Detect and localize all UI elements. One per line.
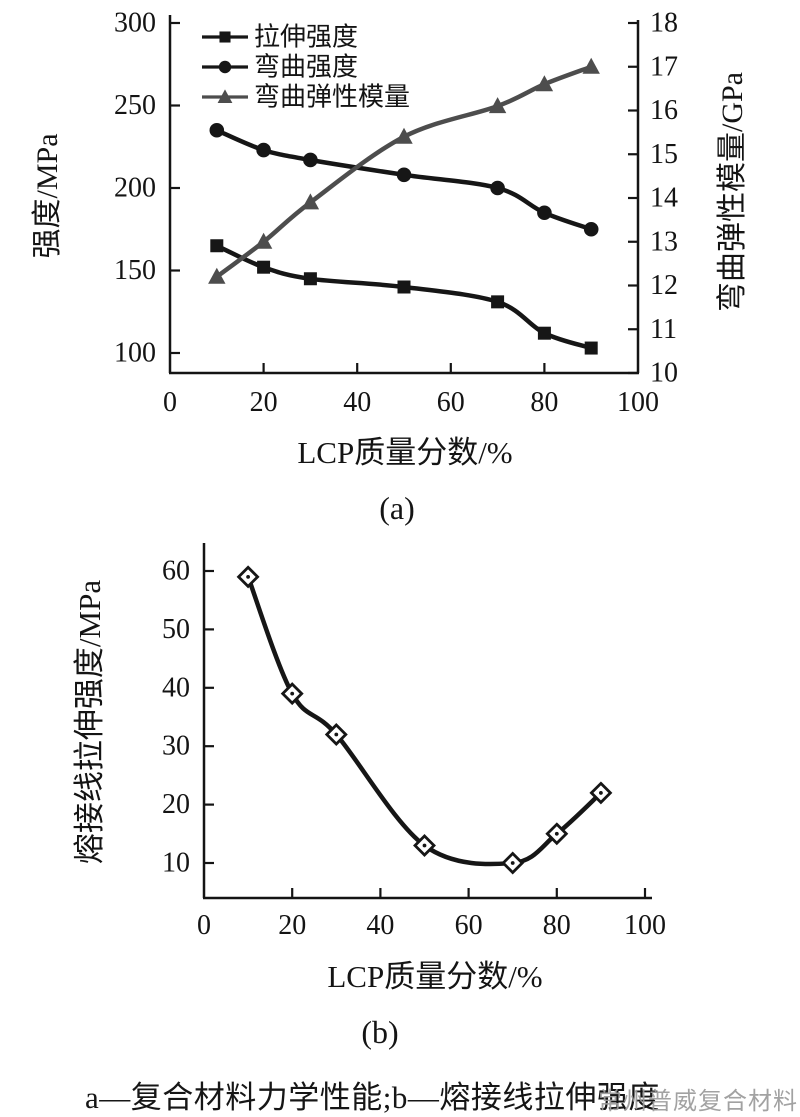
chart-b-axes: 10 20 30 40 50 60 0 20 40 60 80 100 [162, 543, 666, 941]
a-ylabel-left: 强度/MPa [31, 133, 64, 258]
square-marker [303, 272, 317, 286]
circle-marker [209, 122, 225, 138]
a-panel-label: (a) [379, 490, 415, 526]
b-x-tick-label: 60 [455, 910, 483, 941]
b-x-tick-label: 20 [278, 910, 306, 941]
chart-a-series-0 [210, 239, 598, 355]
a-right-tick-label: 18 [650, 8, 678, 39]
a-x-tick-label: 100 [617, 387, 659, 418]
b-y-tick-label: 20 [162, 789, 190, 820]
b-x-tick-label: 100 [624, 910, 666, 941]
triangle-marker [301, 193, 320, 210]
legend-label: 弯曲弹性模量 [254, 83, 410, 112]
b-y-tick-label: 50 [162, 614, 190, 645]
a-ylabel-right: 弯曲弹性模量/GPa [716, 72, 749, 312]
chart-b: 10 20 30 40 50 60 0 20 40 60 80 100 熔接线拉伸强度/MPa LCP质量… [72, 543, 666, 1050]
a-right-tick-label: 15 [650, 139, 678, 170]
a-right-tick-label: 11 [650, 314, 677, 345]
b-ylabel: 熔接线拉伸强度/MPa [72, 580, 107, 864]
chart-a-series-2 [208, 57, 600, 284]
diamond-marker-dot [290, 691, 295, 696]
circle-marker [537, 205, 552, 221]
a-x-tick-label: 0 [163, 387, 177, 418]
square-marker [210, 239, 224, 253]
chart-b-series [236, 565, 613, 875]
circle-marker [583, 221, 599, 237]
circle-marker [490, 180, 505, 196]
a-right-tick-label: 12 [650, 270, 678, 301]
watermark: 常州普威复合材料 [598, 1089, 798, 1115]
a-left-tick-label: 300 [114, 8, 156, 39]
a-right-tick-label: 13 [650, 226, 678, 257]
diamond-marker-dot [246, 574, 251, 579]
a-right-tick-label: 17 [650, 51, 678, 82]
square-marker [397, 280, 411, 294]
legend-item-0: 拉伸强度 [202, 23, 358, 52]
a-left-tick-label: 250 [114, 90, 156, 121]
square-marker [584, 341, 598, 355]
circle-marker [303, 152, 318, 168]
triangle-marker [395, 127, 413, 144]
b-xlabel: LCP质量分数/% [327, 959, 542, 994]
square-marker [257, 260, 271, 274]
triangle-marker [488, 97, 507, 114]
a-left-tick-label: 100 [114, 338, 156, 369]
triangle-marker [582, 57, 600, 74]
chart-a-axes: 100 150 200 250 300 10 11 12 13 14 15 16 17 18 0 20 40 60… [114, 8, 678, 419]
legend-label: 弯曲强度 [254, 53, 358, 82]
square-marker [491, 295, 505, 309]
a-x-tick-label: 80 [530, 387, 558, 418]
legend-item-2: 弯曲弹性模量 [202, 83, 410, 112]
circle-marker [396, 167, 412, 183]
series-line [215, 243, 592, 351]
a-x-tick-label: 20 [250, 387, 278, 418]
triangle-marker [254, 232, 273, 249]
a-right-tick-label: 10 [650, 358, 678, 389]
a-left-tick-label: 150 [114, 255, 156, 286]
chart-a-series-1 [209, 122, 599, 237]
triangle-marker [535, 75, 554, 92]
triangle-marker [208, 267, 226, 284]
a-x-tick-label: 60 [437, 387, 465, 418]
b-x-tick-label: 40 [366, 910, 394, 941]
b-y-tick-label: 40 [162, 672, 190, 703]
legend-label: 拉伸强度 [254, 23, 358, 52]
b-y-tick-label: 30 [162, 731, 190, 762]
circle-marker [256, 142, 271, 158]
diamond-marker-dot [599, 791, 603, 795]
a-left-tick-label: 200 [114, 173, 156, 204]
a-right-tick-label: 16 [650, 95, 678, 126]
b-x-tick-label: 80 [543, 910, 571, 941]
diamond-marker-dot [422, 843, 427, 848]
figure-caption: a—复合材料力学性能;b—熔接线拉伸强度 [85, 1080, 660, 1115]
diamond-marker-dot [554, 831, 559, 836]
a-xlabel: LCP质量分数/% [297, 435, 512, 470]
b-y-tick-label: 60 [162, 556, 190, 587]
square-marker [537, 326, 551, 340]
chart-a: 100 150 200 250 300 10 11 12 13 14 15 16 17 18 0 20 40 60… [31, 8, 749, 527]
b-panel-label: (b) [361, 1014, 398, 1050]
triangle-marker [217, 89, 233, 103]
series-line [245, 576, 603, 867]
a-x-tick-label: 40 [343, 387, 371, 418]
square-marker [219, 31, 231, 43]
b-x-tick-label: 0 [197, 910, 211, 941]
legend-item-1: 弯曲强度 [202, 53, 358, 82]
diamond-marker-dot [334, 732, 339, 737]
b-y-tick-label: 10 [162, 848, 190, 879]
a-right-tick-label: 14 [650, 183, 678, 214]
circle-marker [218, 60, 232, 74]
diamond-marker-dot [510, 861, 515, 865]
